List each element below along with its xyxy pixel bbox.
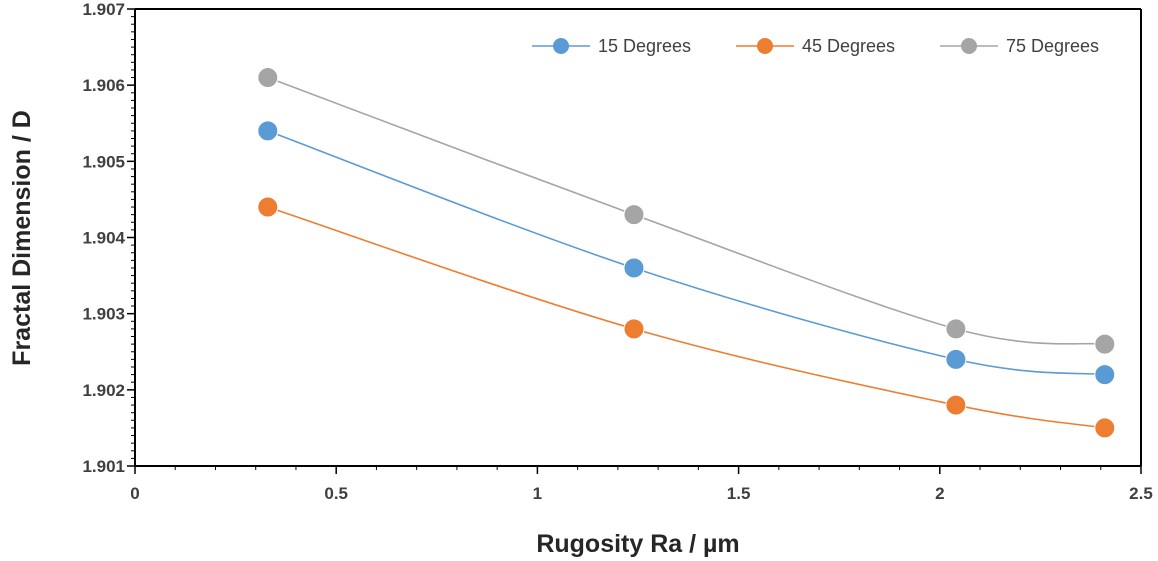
x-tick-label: 0 bbox=[130, 484, 139, 503]
y-tick-label: 1.905 bbox=[82, 152, 125, 171]
data-point bbox=[257, 67, 279, 89]
y-axis-title: Fractal Dimension / D bbox=[8, 110, 36, 366]
y-tick-label: 1.907 bbox=[82, 0, 125, 19]
data-point bbox=[623, 318, 645, 340]
x-tick-label: 0.5 bbox=[324, 484, 348, 503]
y-tick-label: 1.902 bbox=[82, 381, 125, 400]
legend-label: 15 Degrees bbox=[598, 36, 691, 56]
data-point bbox=[945, 318, 967, 340]
x-tick-label: 1 bbox=[533, 484, 542, 503]
legend-marker bbox=[961, 38, 977, 54]
y-tick-label: 1.906 bbox=[82, 76, 125, 95]
y-tick-label: 1.903 bbox=[82, 305, 125, 324]
x-tick-label: 2 bbox=[935, 484, 944, 503]
y-tick-label: 1.901 bbox=[82, 457, 125, 476]
data-point bbox=[1094, 364, 1116, 386]
ticks: 0 0.5 1 1.5 2 2.5 1.901 1.902 1.903 1.904 1.905 1.9… bbox=[82, 0, 1152, 503]
data-point bbox=[623, 204, 645, 226]
data-point bbox=[623, 257, 645, 279]
data-point bbox=[257, 120, 279, 142]
legend-label: 75 Degrees bbox=[1006, 36, 1099, 56]
x-tick-label: 2.5 bbox=[1129, 484, 1153, 503]
data-point bbox=[257, 196, 279, 218]
y-tick-label: 1.904 bbox=[82, 229, 125, 248]
axes bbox=[134, 8, 1142, 467]
legend-item: 15 Degrees bbox=[532, 36, 691, 56]
data-point bbox=[1094, 417, 1116, 439]
series-line bbox=[267, 76, 1105, 345]
series-line bbox=[267, 206, 1105, 429]
legend-marker bbox=[757, 38, 773, 54]
data-point bbox=[1094, 333, 1116, 355]
legend-item: 75 Degrees bbox=[940, 36, 1099, 56]
data-point bbox=[945, 348, 967, 370]
x-tick-label: 1.5 bbox=[727, 484, 751, 503]
legend-marker bbox=[553, 38, 569, 54]
series-2 bbox=[257, 67, 1116, 355]
series-layer bbox=[257, 67, 1116, 439]
legend-item: 45 Degrees bbox=[736, 36, 895, 56]
series-line bbox=[267, 130, 1105, 376]
legend-label: 45 Degrees bbox=[802, 36, 895, 56]
series-1 bbox=[257, 196, 1116, 439]
legend: 15 Degrees 45 Degrees 75 Degrees bbox=[532, 36, 1099, 56]
data-point bbox=[945, 394, 967, 416]
x-axis-title: Rugosity Ra / µm bbox=[536, 530, 739, 558]
series-0 bbox=[257, 120, 1116, 386]
